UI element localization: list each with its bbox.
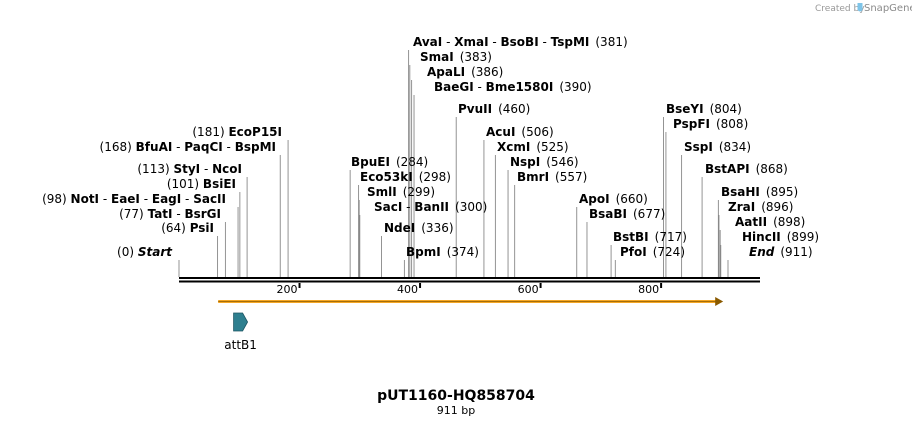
- site-label-bmri[interactable]: BmrI (557): [517, 170, 587, 184]
- site-label-pspfi[interactable]: PspFI (808): [673, 117, 748, 131]
- site-label-end[interactable]: End (911): [749, 245, 813, 259]
- site-label-bsahi[interactable]: BsaHI (895): [721, 185, 798, 199]
- map-length: 911 bp: [437, 404, 475, 417]
- site-label-pfoi[interactable]: PfoI (724): [620, 245, 685, 259]
- site-label-ndei[interactable]: NdeI (336): [384, 221, 454, 235]
- site-label-pvuii[interactable]: PvuII (460): [458, 102, 530, 116]
- axis-ticks: 200 400 600 800: [277, 283, 663, 296]
- feature-arrow-icon: [233, 312, 249, 332]
- site-label-noti[interactable]: (98) NotI - EaeI - EagI - SacII: [42, 192, 226, 206]
- axis-tick-label-600: 600: [518, 283, 539, 296]
- snapgene-logo-icon: [857, 3, 863, 12]
- site-label-saci[interactable]: SacI - BanII (300): [374, 200, 487, 214]
- site-label-ecop15i[interactable]: (181) EcoP15I: [192, 125, 282, 139]
- site-lines: [178, 50, 729, 277]
- site-label-zrai[interactable]: ZraI (896): [728, 200, 793, 214]
- axis-tick-label-800: 800: [638, 283, 659, 296]
- site-label-nspi[interactable]: NspI (546): [510, 155, 579, 169]
- site-label-styi[interactable]: (113) StyI - NcoI: [137, 162, 242, 176]
- site-label-smli[interactable]: SmlI (299): [367, 185, 435, 199]
- credit-prefix: Created by: [815, 4, 865, 14]
- credit[interactable]: Created by SnapGene: [815, 3, 912, 14]
- site-label-bstapi[interactable]: BstAPI (868): [705, 162, 788, 176]
- feature-attb1[interactable]: attB1: [224, 312, 257, 352]
- site-label-eco53ki[interactable]: Eco53kI (298): [360, 170, 451, 184]
- primer-arrow[interactable]: [218, 297, 724, 306]
- site-label-hincii[interactable]: HincII (899): [742, 230, 819, 244]
- credit-brand: SnapGene: [864, 3, 912, 14]
- site-label-bstbi[interactable]: BstBI (717): [613, 230, 687, 244]
- site-label-bsiei[interactable]: (101) BsiEI: [167, 177, 236, 191]
- site-label-sspi[interactable]: SspI (834): [684, 140, 751, 154]
- site-label-bpmi[interactable]: BpmI (374): [406, 245, 479, 259]
- axis-tick-label-400: 400: [397, 283, 418, 296]
- site-label-acui[interactable]: AcuI (506): [486, 125, 554, 139]
- site-labels: (0) Start (64) PsiI(77) TatI - BsrGI(98) …: [42, 35, 819, 259]
- site-label-bsabi[interactable]: BsaBI (677): [589, 207, 665, 221]
- site-label-avai[interactable]: AvaI - XmaI - BsoBI - TspMI (381): [413, 35, 628, 49]
- axis-tick-label-200: 200: [277, 283, 298, 296]
- site-label-xcmi[interactable]: XcmI (525): [497, 140, 569, 154]
- site-label-psii[interactable]: (64) PsiI: [161, 221, 214, 235]
- feature-label: attB1: [224, 338, 257, 352]
- site-label-tati[interactable]: (77) TatI - BsrGI: [119, 207, 221, 221]
- site-label-bfuai[interactable]: (168) BfuAI - PaqCI - BspMI: [100, 140, 276, 154]
- site-label-aatii[interactable]: AatII (898): [735, 215, 805, 229]
- map-title: pUT1160-HQ858704: [377, 388, 535, 404]
- site-label-apoi[interactable]: ApoI (660): [579, 192, 648, 206]
- site-label-bseyi[interactable]: BseYI (804): [666, 102, 742, 116]
- site-label-bpuei[interactable]: BpuEI (284): [351, 155, 428, 169]
- site-label-start[interactable]: (0) Start: [117, 245, 173, 259]
- site-label-baegi[interactable]: BaeGI - Bme1580I (390): [434, 80, 592, 94]
- site-label-smai[interactable]: SmaI (383): [420, 50, 492, 64]
- site-label-apali[interactable]: ApaLI (386): [427, 65, 503, 79]
